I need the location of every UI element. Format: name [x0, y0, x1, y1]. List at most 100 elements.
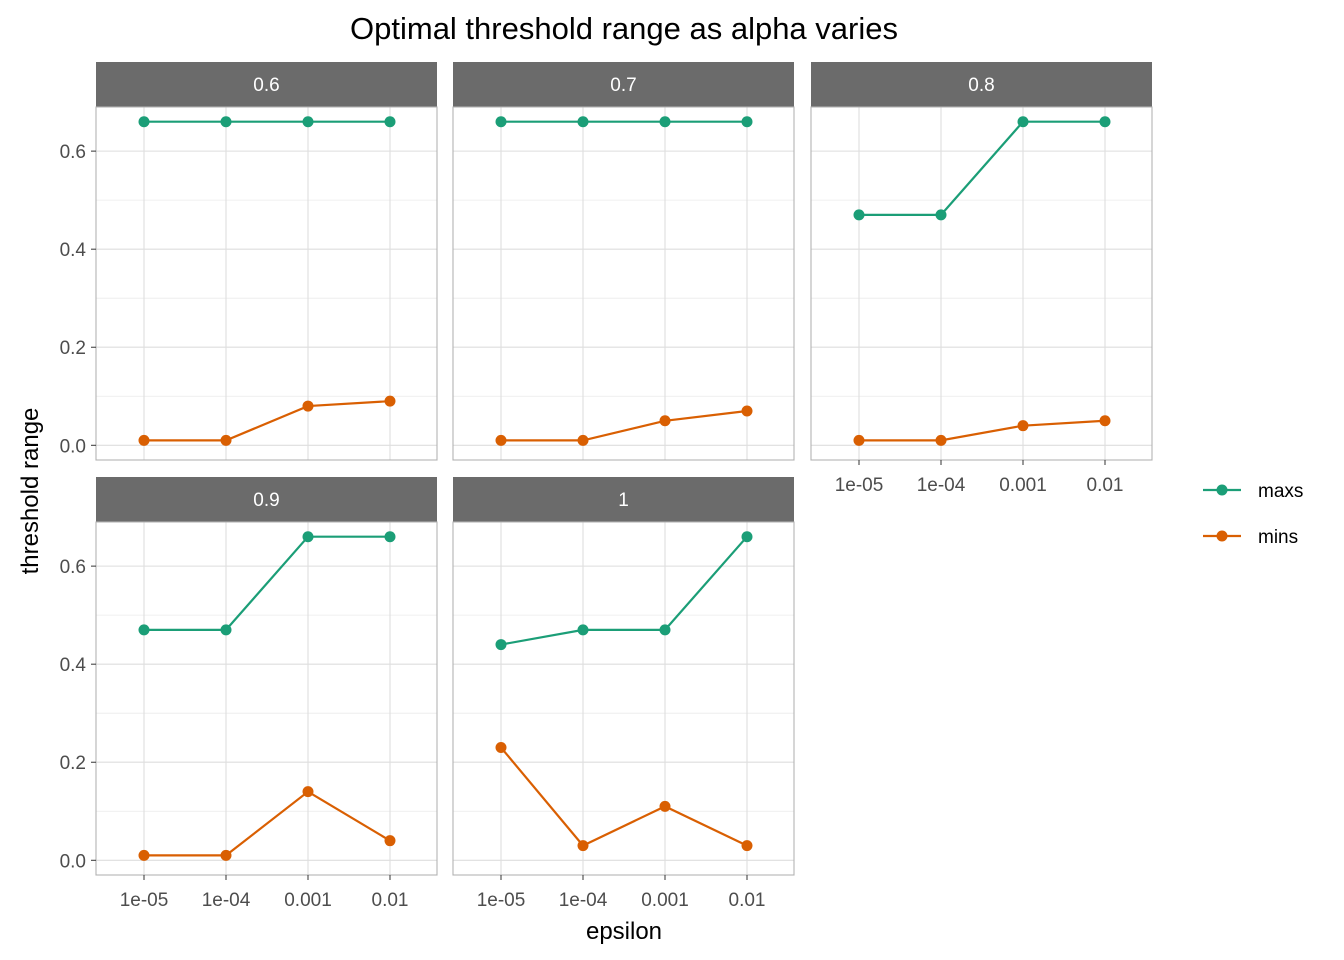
data-point-maxs — [302, 116, 314, 128]
data-point-maxs — [741, 531, 753, 543]
data-point-mins — [220, 434, 232, 446]
data-point-maxs — [138, 624, 150, 636]
legend: maxs mins — [1203, 481, 1303, 548]
data-point-maxs — [384, 116, 396, 128]
x-tick-label: 1e-05 — [120, 890, 169, 911]
series-line-mins — [500, 746, 748, 847]
series-line-maxs — [859, 120, 1105, 216]
data-point-mins — [853, 434, 865, 446]
x-tick-label: 0.001 — [641, 890, 689, 911]
data-point-mins — [935, 434, 947, 446]
x-tick-label: 1e-04 — [917, 475, 966, 496]
panel-border — [452, 521, 795, 876]
data-point-maxs — [577, 624, 589, 636]
data-point-mins — [659, 415, 671, 427]
y-tick-label: 0.0 — [60, 436, 86, 457]
data-point-mins — [577, 434, 589, 446]
panel-border — [452, 106, 795, 461]
y-tick-label: 0.2 — [60, 753, 86, 774]
panel-border — [95, 521, 438, 876]
data-point-maxs — [659, 116, 671, 128]
facet-strip-label: 0.8 — [968, 75, 994, 96]
facet-panel: 0.8 1e-05 1e-04 0.001 0.01 — [810, 62, 1153, 496]
x-tick-label: 0.001 — [999, 475, 1047, 496]
y-tick-label: 0.4 — [60, 240, 87, 261]
y-axis-title: threshold range — [17, 408, 44, 575]
data-point-maxs — [659, 624, 671, 636]
y-tick-label: 0.4 — [60, 655, 87, 676]
series-line-maxs — [144, 535, 390, 631]
facet-strip-label: 1 — [618, 490, 629, 511]
legend-key-point-maxs — [1216, 484, 1228, 496]
y-tick-label: 0.0 — [60, 851, 86, 872]
y-tick-label: 0.6 — [60, 557, 86, 578]
x-tick-label: 1e-05 — [477, 890, 526, 911]
data-point-maxs — [495, 116, 507, 128]
x-tick-label: 0.01 — [1087, 475, 1124, 496]
facet-strip — [811, 62, 1152, 107]
x-tick-label: 0.01 — [372, 890, 409, 911]
data-point-maxs — [302, 531, 314, 543]
legend-label-mins: mins — [1258, 527, 1298, 548]
data-point-maxs — [220, 116, 232, 128]
plot-background — [811, 107, 1152, 460]
data-point-mins — [302, 400, 314, 412]
panel-border — [95, 106, 438, 461]
data-point-maxs — [138, 116, 150, 128]
data-point-mins — [138, 849, 150, 861]
data-point-mins — [384, 835, 396, 847]
x-tick-label: 1e-04 — [559, 890, 608, 911]
facet-strip-label: 0.6 — [253, 75, 279, 96]
data-point-maxs — [577, 116, 589, 128]
plot-background — [96, 107, 437, 460]
plot-background — [453, 107, 794, 460]
data-point-mins — [741, 840, 753, 852]
facet-panel: 0.7 — [452, 62, 795, 461]
series-line-mins — [144, 790, 391, 857]
series-line-mins — [859, 419, 1106, 442]
facet-panels: 0.60.00.20.40.60.7 0.81e-05 1e-04 0.001 0.01… — [60, 62, 1153, 911]
data-point-maxs — [935, 209, 947, 221]
plot-background — [453, 522, 794, 875]
facet-strip-label: 0.7 — [610, 75, 636, 96]
y-tick-label: 0.6 — [60, 142, 86, 163]
data-point-maxs — [853, 209, 865, 221]
x-tick-label: 1e-05 — [835, 475, 884, 496]
data-point-mins — [495, 434, 507, 446]
data-point-maxs — [220, 624, 232, 636]
data-point-mins — [1017, 420, 1029, 432]
data-point-maxs — [1099, 116, 1111, 128]
chart-title: Optimal threshold range as alpha varies — [350, 11, 898, 46]
data-point-mins — [138, 434, 150, 446]
data-point-mins — [577, 840, 589, 852]
facet-strip — [96, 62, 437, 107]
data-point-maxs — [384, 531, 396, 543]
series-line-mins — [501, 409, 748, 442]
data-point-mins — [741, 405, 753, 417]
data-point-maxs — [495, 639, 507, 651]
x-tick-label: 0.01 — [729, 890, 766, 911]
facet-strip — [96, 477, 437, 522]
series-line-mins — [144, 400, 391, 442]
facet-panel: 0.9 0.0 0.2 0.4 0.6 1e-05 1e-04 0.001 0.01 — [60, 477, 438, 911]
facet-panel: 0.6 0.0 0.2 0.4 0.6 — [60, 62, 438, 461]
x-tick-label: 1e-04 — [202, 890, 251, 911]
facet-strip — [453, 477, 794, 522]
legend-key-point-mins — [1216, 530, 1228, 542]
data-point-maxs — [741, 116, 753, 128]
legend-label-maxs: maxs — [1258, 481, 1303, 502]
facet-strip — [453, 62, 794, 107]
y-tick-label: 0.2 — [60, 338, 86, 359]
plot-background — [96, 522, 437, 875]
facet-strip-label: 0.9 — [253, 490, 279, 511]
data-point-mins — [384, 395, 396, 407]
data-point-mins — [302, 786, 314, 798]
series-line-maxs — [500, 535, 748, 646]
x-axis-title: epsilon — [586, 918, 662, 945]
data-point-mins — [495, 742, 507, 754]
panel-border — [810, 106, 1153, 461]
data-point-mins — [659, 800, 671, 812]
data-point-maxs — [1017, 116, 1029, 128]
data-point-mins — [220, 849, 232, 861]
